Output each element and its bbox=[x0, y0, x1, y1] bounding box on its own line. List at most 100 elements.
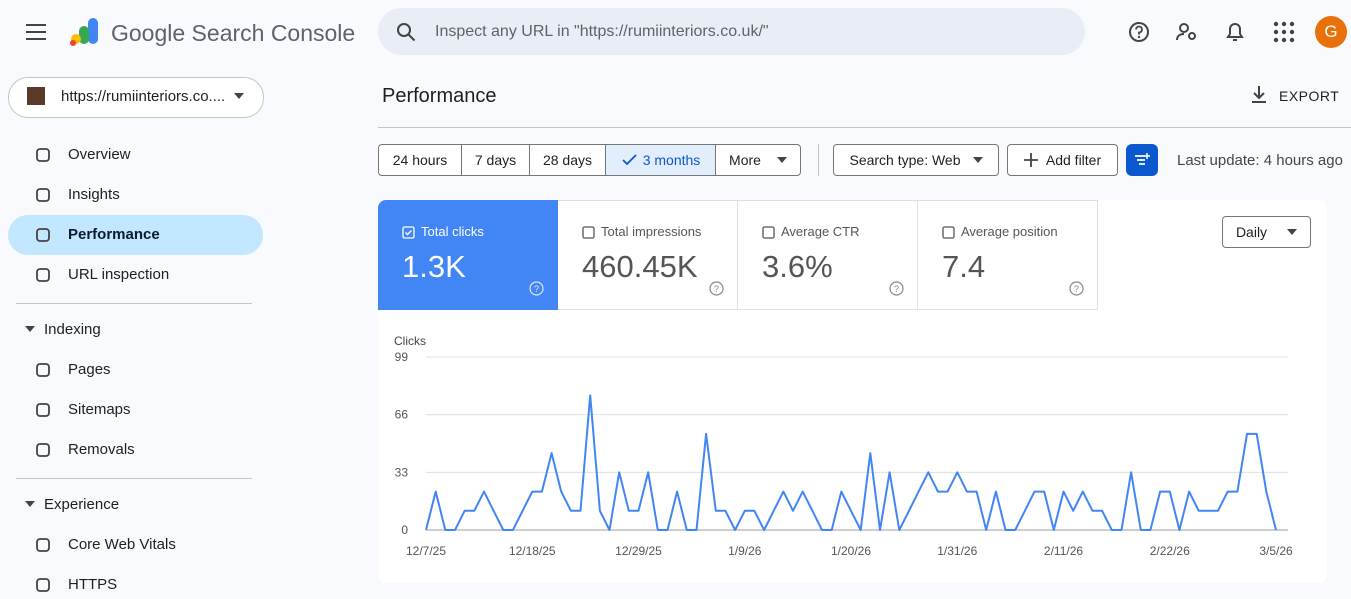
metric-tile[interactable] bbox=[558, 200, 738, 310]
nav-item[interactable]: URL inspection bbox=[68, 266, 170, 283]
x-tick-label: 12/29/25 bbox=[615, 544, 662, 558]
search-icon bbox=[397, 23, 416, 42]
date-range-button[interactable]: 24 hours bbox=[378, 144, 462, 176]
date-range-label: 24 hours bbox=[392, 152, 448, 168]
property-selector[interactable] bbox=[8, 77, 264, 118]
metric-label: Total impressions bbox=[601, 224, 702, 239]
x-tick-label: 3/5/26 bbox=[1259, 544, 1293, 558]
nav-icon bbox=[36, 188, 50, 202]
metric-checkbox bbox=[942, 226, 955, 239]
nav-icon bbox=[36, 578, 50, 592]
app-title: Google Search Console bbox=[111, 20, 356, 46]
collapse-arrow bbox=[25, 501, 35, 507]
help-icon: ? bbox=[1069, 281, 1084, 296]
nav-icon bbox=[36, 268, 50, 282]
nav-item[interactable]: Performance bbox=[68, 226, 160, 243]
help-icon: ? bbox=[529, 281, 544, 296]
add-filter-label: Add filter bbox=[1045, 152, 1102, 168]
date-range-label: 28 days bbox=[542, 152, 593, 168]
logo bbox=[70, 18, 98, 46]
nav-section-title[interactable]: Experience bbox=[44, 496, 120, 513]
nav-icon bbox=[36, 403, 50, 417]
dropdown-arrow bbox=[234, 93, 244, 99]
metric-label: Total clicks bbox=[421, 224, 484, 239]
metric-checkbox bbox=[402, 226, 415, 239]
x-tick-label: 2/11/26 bbox=[1044, 544, 1083, 558]
metric-tile[interactable] bbox=[378, 200, 558, 310]
svg-text:?: ? bbox=[894, 284, 899, 294]
y-axis-label: Clicks bbox=[394, 334, 426, 348]
nav-icon bbox=[36, 538, 50, 552]
more-label: More bbox=[729, 152, 761, 168]
help-icon: ? bbox=[709, 281, 724, 296]
property-favicon bbox=[27, 87, 45, 105]
dropdown-arrow bbox=[972, 157, 983, 163]
metric-checkbox bbox=[582, 226, 595, 239]
metric-value: 1.3K bbox=[402, 249, 466, 284]
avatar[interactable]: G bbox=[1315, 16, 1347, 48]
y-tick-label: 0 bbox=[401, 523, 408, 537]
x-tick-label: 1/20/26 bbox=[831, 544, 871, 558]
nav-item[interactable]: Removals bbox=[68, 441, 135, 458]
interval-label: Daily bbox=[1235, 224, 1268, 240]
date-range-button[interactable]: 7 days bbox=[461, 144, 530, 176]
menu-icon[interactable] bbox=[26, 24, 46, 40]
nav-item[interactable]: HTTPS bbox=[68, 576, 118, 593]
date-range-button[interactable]: 3 months bbox=[605, 144, 716, 176]
y-tick-label: 66 bbox=[395, 408, 409, 422]
svg-text:?: ? bbox=[1074, 284, 1079, 294]
help-icon: ? bbox=[889, 281, 904, 296]
nav-item[interactable]: Insights bbox=[68, 186, 120, 203]
search-bar[interactable] bbox=[378, 8, 1085, 55]
nav-active-pill bbox=[8, 215, 263, 255]
date-range-label: 7 days bbox=[474, 152, 517, 168]
search-type-label: Search type: Web bbox=[849, 152, 961, 168]
export-button[interactable]: EXPORT bbox=[1279, 88, 1340, 104]
page-title: Performance bbox=[382, 85, 497, 107]
nav-item[interactable]: Pages bbox=[68, 361, 111, 378]
nav-item[interactable]: Overview bbox=[68, 146, 131, 163]
metric-value: 3.6% bbox=[762, 249, 833, 284]
filter-icon[interactable] bbox=[1133, 151, 1151, 169]
nav-icon bbox=[36, 443, 50, 457]
svg-text:?: ? bbox=[714, 284, 719, 294]
nav-icon bbox=[36, 228, 50, 242]
metric-value: 7.4 bbox=[942, 249, 986, 284]
nav-item[interactable]: Core Web Vitals bbox=[68, 536, 176, 553]
interval-dropdown[interactable]: Daily bbox=[1222, 216, 1311, 248]
x-tick-label: 2/22/26 bbox=[1150, 544, 1190, 558]
date-range-label: 3 months bbox=[642, 152, 701, 168]
property-url: https://rumiinteriors.co.... bbox=[61, 88, 226, 105]
help-icon[interactable] bbox=[1128, 21, 1150, 43]
metric-label: Average position bbox=[961, 224, 1058, 239]
metric-tile[interactable] bbox=[918, 200, 1098, 310]
search-type-button[interactable]: Search type: Web bbox=[833, 144, 999, 176]
divider bbox=[16, 478, 252, 479]
line-chart: Clicks 0 33 66 99 12/7/25 12/18/25 12/29/25 1/9/… bbox=[394, 334, 1293, 558]
metric-checkbox bbox=[762, 226, 775, 239]
users-icon[interactable] bbox=[1176, 21, 1198, 43]
y-tick-label: 99 bbox=[395, 350, 409, 364]
collapse-arrow bbox=[25, 326, 35, 332]
nav-icon bbox=[36, 148, 50, 162]
metric-tile[interactable] bbox=[738, 200, 918, 310]
divider bbox=[818, 144, 819, 176]
divider bbox=[378, 127, 1351, 128]
plus-icon bbox=[1023, 153, 1038, 167]
check-icon bbox=[622, 154, 637, 166]
apps-icon[interactable] bbox=[1273, 21, 1295, 43]
x-tick-label: 1/9/26 bbox=[728, 544, 762, 558]
export-icon[interactable] bbox=[1251, 86, 1267, 104]
dropdown-arrow bbox=[1287, 229, 1298, 235]
nav-section-title[interactable]: Indexing bbox=[44, 321, 101, 338]
y-tick-label: 33 bbox=[395, 465, 409, 479]
more-button[interactable]: More bbox=[715, 144, 801, 176]
x-tick-label: 12/7/25 bbox=[406, 544, 446, 558]
add-filter-button[interactable]: Add filter bbox=[1007, 144, 1118, 176]
divider bbox=[16, 303, 252, 304]
dropdown-arrow bbox=[776, 157, 787, 163]
date-range-button[interactable]: 28 days bbox=[529, 144, 606, 176]
bell-icon[interactable] bbox=[1224, 21, 1246, 43]
nav-icon bbox=[36, 363, 50, 377]
nav-item[interactable]: Sitemaps bbox=[68, 401, 131, 418]
